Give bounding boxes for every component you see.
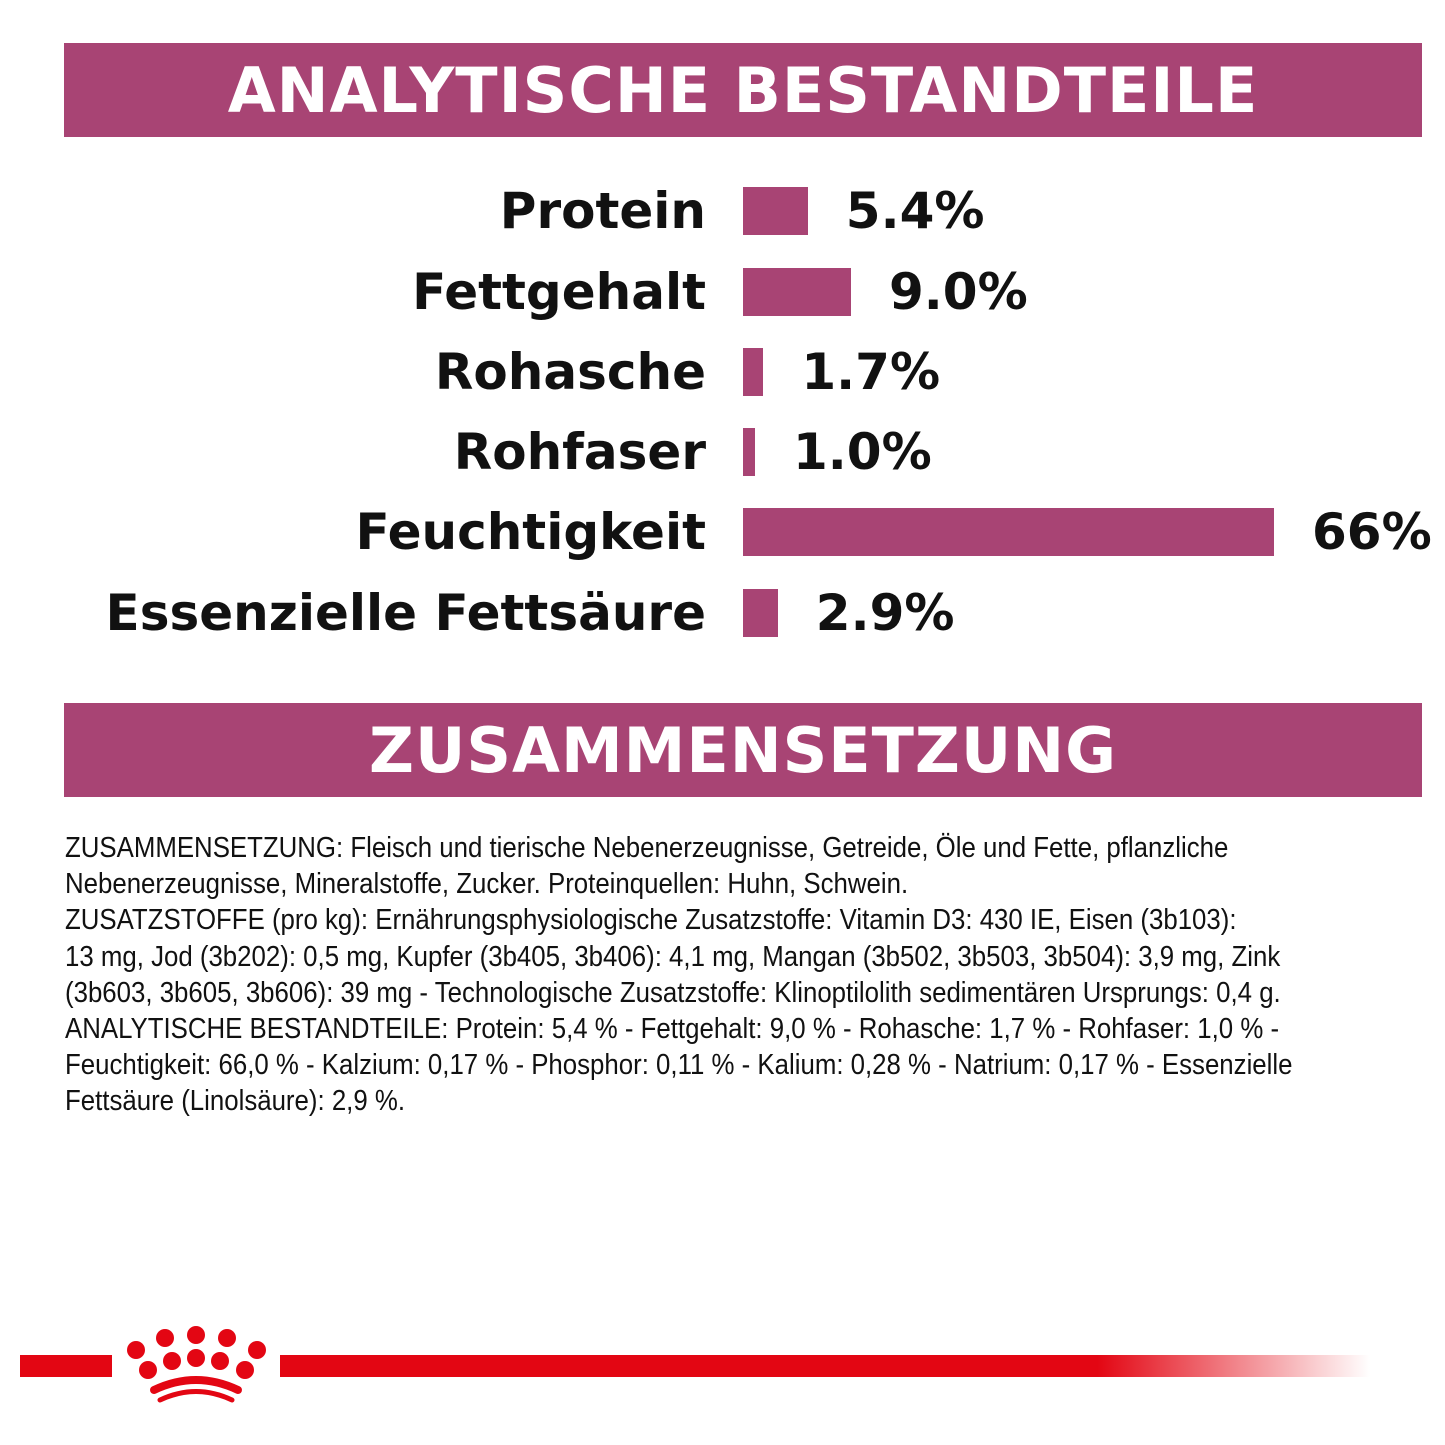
value-label: 5.4% [845,182,985,240]
composition-line: Fettsäure (Linolsäure): 2,9 %. [65,1085,405,1118]
bar [743,187,808,235]
value-label: 66% [1312,503,1432,561]
chart-row: Protein 5.4% [0,171,1445,251]
value-label: 1.7% [801,343,941,401]
header-title: ZUSAMMENSETZUNG [369,713,1117,787]
bar [743,268,851,316]
bar [743,348,764,396]
composition-line: ZUSAMMENSETZUNG: Fleisch und tierische N… [65,832,1229,864]
composition-line: 13 mg, Jod (3b202): 0,5 mg, Kupfer (3b40… [65,940,1281,973]
value-label: 1.0% [793,423,932,481]
value-label: 9.0% [889,263,1028,321]
composition-line: Nebenerzeugnisse, Mineralstoffe, Zucker.… [65,868,909,901]
composition-text: ZUSAMMENSETZUNG: Fleisch und tierische N… [65,830,1444,1120]
chart-row: Rohfaser 1.0% [0,412,1445,492]
composition-line: Feuchtigkeit: 66,0 % - Kalzium: 0,17 % -… [65,1049,1293,1082]
category-label: Feuchtigkeit [355,503,706,561]
value-label: 2.9% [815,584,955,642]
category-label: Fettgehalt [412,263,706,321]
brand-line-right [280,1355,1370,1377]
category-label: Essenzielle Fettsäure [105,584,706,642]
chart-row: Rohasche 1.7% [0,332,1445,412]
chart-row: Fettgehalt 9.0% [0,252,1445,332]
crown-logo-icon [127,1326,266,1403]
composition-line: ZUSATZSTOFFE (pro kg): Ernährungsphysiol… [65,904,1237,937]
category-label: Protein [499,182,706,240]
composition-line: (3b603, 3b605, 3b606): 39 mg - Technolog… [65,976,1281,1009]
chart-row: Essenzielle Fettsäure 2.9% [0,573,1445,653]
bar [743,428,755,476]
bar [743,508,1274,556]
bar [743,589,778,637]
category-label: Rohasche [434,343,706,401]
brand-line-left [20,1355,112,1377]
composition-header: ZUSAMMENSETZUNG [64,703,1422,797]
category-label: Rohfaser [453,423,706,481]
header-title: ANALYTISCHE BESTANDTEILE [227,53,1259,127]
analytical-constituents-header: ANALYTISCHE BESTANDTEILE [64,43,1422,137]
chart-row: Feuchtigkeit 66% [0,492,1445,572]
composition-line: ANALYTISCHE BESTANDTEILE: Protein: 5,4 %… [65,1013,1280,1046]
